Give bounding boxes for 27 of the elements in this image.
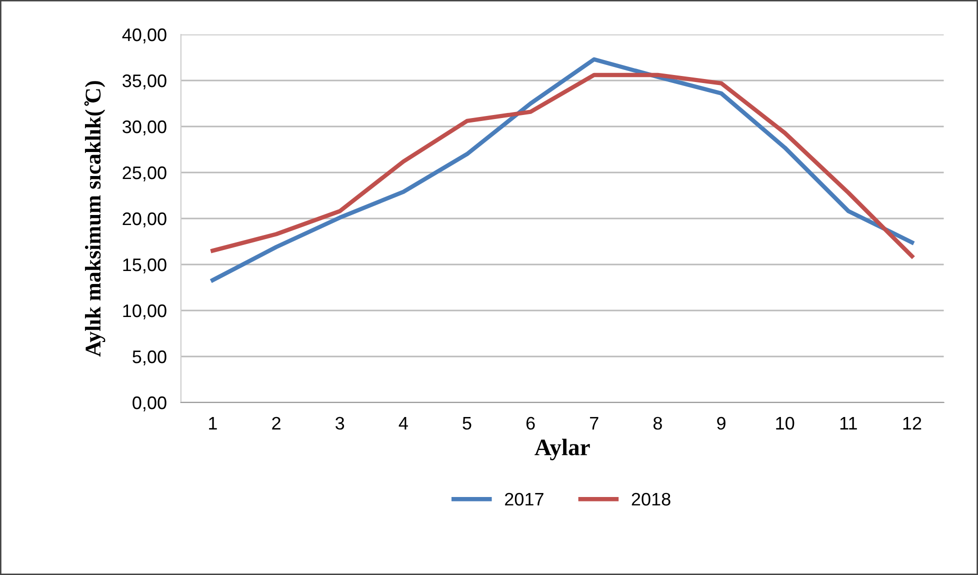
y-tick-label: 15,00: [123, 258, 166, 274]
x-tick-label: 6: [526, 416, 535, 430]
x-tick-label: 7: [590, 417, 598, 430]
legend-label: 2017: [505, 492, 544, 506]
y-tick-label: 30,00: [122, 120, 166, 136]
y-tick-label: 10,00: [123, 304, 166, 320]
x-tick-label: 2: [272, 416, 280, 430]
y-tick-label: 20,00: [122, 212, 166, 228]
line-series: [210, 57, 914, 282]
y-tick-label: 5,00: [132, 350, 166, 366]
line-series: [210, 72, 914, 258]
x-tick-label: 9: [717, 416, 726, 430]
y-tick-label: 40,00: [122, 28, 166, 44]
x-tick-label: 4: [398, 417, 408, 430]
y-axis-title: Aylık maksimum sıcaklık( ̊C): [84, 81, 106, 357]
x-tick-label: 10: [776, 416, 794, 430]
x-tick-label: 11: [840, 417, 857, 430]
x-axis-title: Aylar: [534, 438, 590, 460]
y-tick-label: 0,00: [132, 396, 166, 412]
y-tick-label: 35,00: [122, 74, 166, 90]
y-tick-label: 25,00: [122, 166, 166, 182]
x-tick-label: 8: [653, 416, 662, 430]
x-tick-label: 12: [903, 416, 922, 430]
x-tick-label: 3: [336, 416, 344, 430]
legend-label: 2018: [632, 492, 670, 506]
x-tick-label: 1: [209, 417, 217, 430]
x-tick-label: 5: [462, 417, 472, 430]
